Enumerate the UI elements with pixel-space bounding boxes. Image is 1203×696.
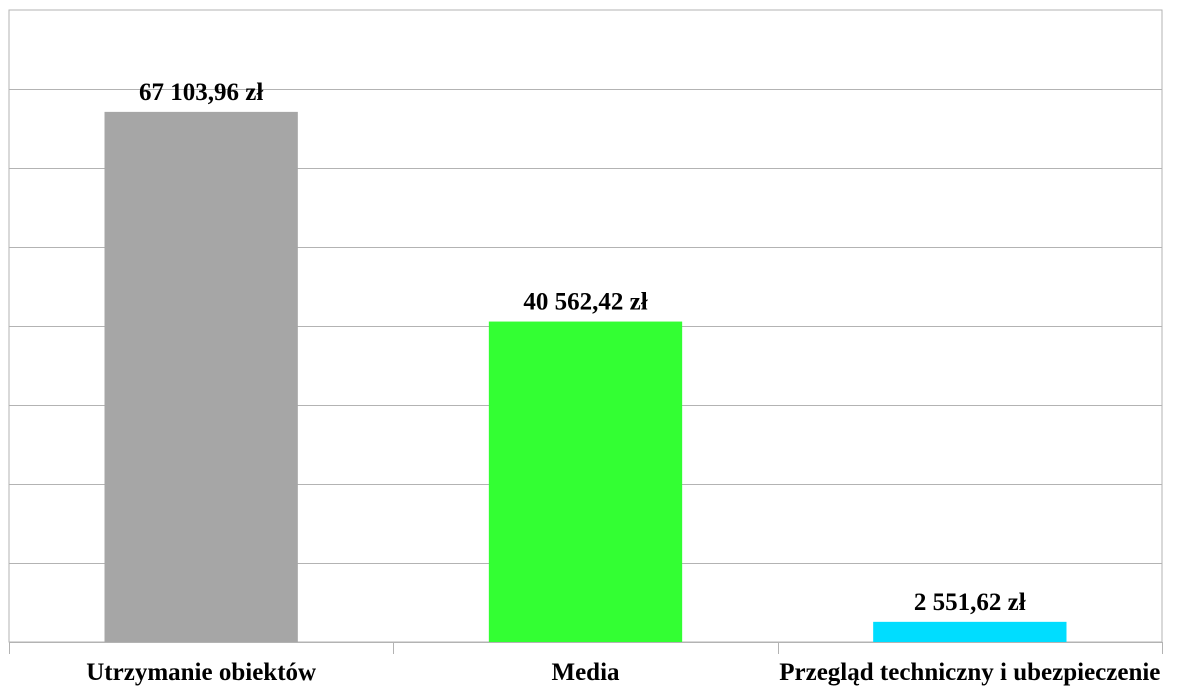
data-label: 2 551,62 zł: [914, 589, 1026, 616]
data-labels: 67 103,96 zł 40 562,42 zł 2 551,62 zł: [139, 79, 1026, 616]
bar: [104, 111, 298, 642]
bar: [873, 621, 1067, 642]
x-tick-label: Przegląd techniczny i ubezpieczenie: [779, 659, 1160, 686]
x-tick-label: Media: [551, 659, 620, 686]
x-axis: [9, 642, 1163, 654]
x-tick-label: Utrzymanie obiektów: [86, 659, 316, 686]
bar: [488, 321, 683, 642]
data-label: 40 562,42 zł: [523, 289, 647, 316]
bars: [104, 111, 1067, 642]
data-label: 67 103,96 zł: [139, 79, 263, 106]
x-tick-labels: Utrzymanie obiektów Media Przegląd technic…: [86, 659, 1160, 686]
